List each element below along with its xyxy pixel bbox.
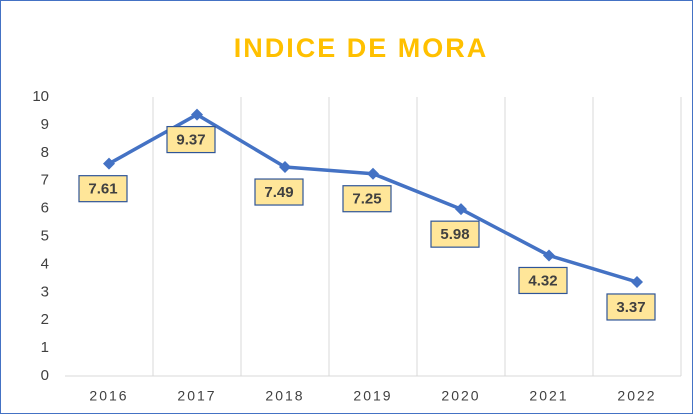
y-tick-label: 4 [41,255,49,272]
value-label-box [342,185,392,213]
value-label: 7.49 [264,184,293,201]
x-tick-label: 2020 [441,388,480,404]
data-point [543,249,555,262]
y-tick-label: 7 [41,172,49,189]
value-label-box [78,175,128,203]
x-tick-label: 2022 [617,388,656,404]
y-tick-label: 9 [41,116,49,133]
y-tick-label: 10 [32,88,49,105]
y-tick-label: 6 [41,200,49,217]
x-tick-label: 2018 [265,388,304,404]
value-label: 9.37 [176,132,205,149]
chart-title: INDICE DE MORA [234,33,489,63]
y-tick-label: 2 [41,311,49,328]
x-tick-label: 2016 [89,388,128,404]
data-point [455,203,467,216]
data-point [279,161,291,174]
data-point [103,157,115,170]
y-tick-label: 8 [41,144,49,161]
data-point [367,167,379,180]
value-label: 3.37 [616,299,645,316]
value-label-box [166,125,216,154]
data-point [631,275,643,288]
value-label: 4.32 [528,272,557,289]
value-label-box [606,293,656,321]
value-label-box [430,220,480,248]
data-point [191,108,203,121]
value-label: 5.98 [440,226,469,243]
x-tick-label: 2019 [353,388,392,404]
value-label: 7.25 [352,191,381,208]
value-label: 7.61 [88,181,117,198]
value-label-box [254,178,304,206]
y-tick-label: 5 [41,227,49,244]
y-tick-label: 0 [41,367,49,384]
value-label-box [518,266,568,295]
x-tick-label: 2017 [177,388,216,404]
y-tick-label: 3 [41,283,49,300]
y-tick-label: 1 [41,339,49,356]
x-tick-label: 2021 [529,388,568,404]
